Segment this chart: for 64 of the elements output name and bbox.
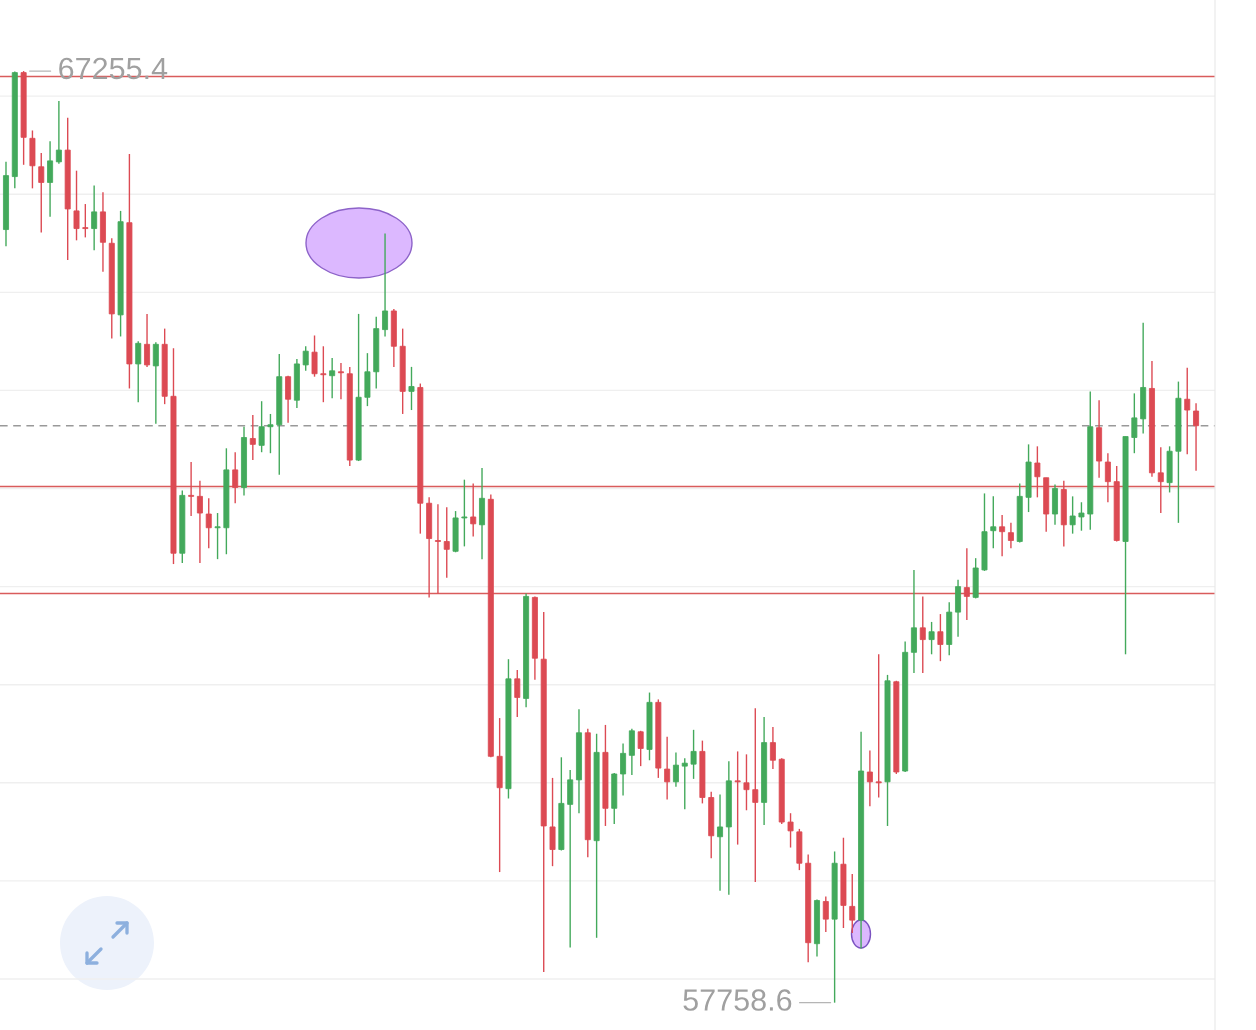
candlestick: [382, 232, 389, 338]
candlestick: [249, 414, 256, 461]
candlestick: [258, 400, 265, 453]
candlestick: [637, 730, 644, 767]
candlestick: [787, 812, 794, 849]
candlestick: [734, 750, 741, 846]
candlestick: [822, 895, 829, 933]
candlestick: [681, 757, 688, 810]
candlestick: [73, 169, 80, 242]
candlestick: [769, 726, 776, 770]
candlestick: [205, 497, 212, 550]
candlestick: [338, 362, 344, 400]
candlestick: [1193, 402, 1200, 472]
candlestick: [82, 203, 89, 239]
candlestick: [752, 707, 759, 883]
candlestick: [743, 753, 750, 811]
candlestick: [188, 461, 195, 517]
candlestick: [144, 313, 151, 368]
candlestick: [1157, 446, 1164, 514]
candlestick: [664, 736, 671, 801]
candlestick: [1131, 392, 1138, 454]
candlestick: [928, 621, 935, 655]
candlestick: [470, 482, 477, 538]
candlestick: [919, 595, 926, 674]
candlestick: [461, 478, 468, 548]
candlestick: [1069, 495, 1076, 535]
candlestick: [434, 503, 441, 595]
candlestick: [672, 751, 679, 788]
candlestick: [717, 793, 723, 892]
candlestick: [152, 341, 159, 425]
candlestick: [990, 495, 997, 550]
candlestick: [47, 140, 54, 218]
annotation: 67255.4: [59, 57, 168, 80]
candlestick: [38, 152, 45, 234]
candlestick: [999, 514, 1006, 557]
candlestick: [549, 777, 556, 867]
candlestick: [329, 357, 336, 399]
candlestick: [55, 100, 62, 165]
candlestick: [620, 742, 627, 797]
candlestick: [690, 729, 697, 780]
candlestick: [866, 749, 873, 808]
candlestick: [408, 366, 415, 411]
candlestick: [963, 547, 970, 621]
candlestick: [267, 413, 274, 454]
candlestick: [849, 873, 856, 934]
candlestick: [320, 345, 327, 403]
candlestick: [91, 184, 98, 251]
candlestick: [937, 613, 944, 662]
candlestick: [1078, 501, 1085, 532]
candlestick: [1104, 452, 1111, 503]
candlestick: [1184, 367, 1191, 455]
candlestick: [514, 669, 521, 718]
candlestick: [875, 653, 882, 799]
annotation: 57758.6: [683, 989, 792, 1011]
candlestick: [196, 479, 203, 564]
candlestick: [302, 345, 309, 372]
candlestick: [214, 512, 221, 560]
candlestick: [232, 451, 239, 504]
candlestick: [311, 334, 318, 378]
candlestick: [1007, 522, 1014, 550]
candlestick: [135, 340, 142, 403]
candlestick: [285, 375, 292, 424]
candlestick: [1034, 445, 1041, 499]
candlestick: [443, 506, 450, 579]
